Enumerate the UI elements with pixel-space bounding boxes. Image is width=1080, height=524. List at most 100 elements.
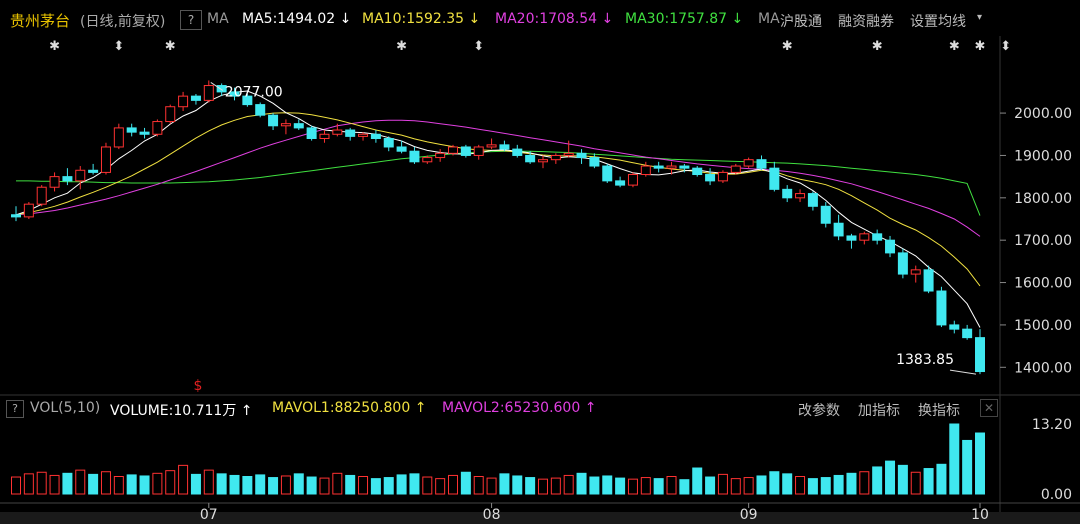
candle-body [666, 165, 677, 169]
candle-body [525, 154, 536, 163]
volume-bar [666, 476, 677, 495]
volume-tick-label: 0.00 [1041, 487, 1072, 503]
volume-bar [75, 469, 86, 495]
low-price-label: 1383.85 [896, 352, 954, 368]
candle-body [486, 144, 497, 148]
ma5-value: MA5:1494.02 ↓ [242, 11, 352, 27]
candle-body [409, 150, 420, 163]
volume-bar [486, 477, 497, 495]
volume-bar [602, 475, 613, 495]
candle-body [229, 91, 240, 97]
volume-bar [409, 473, 420, 495]
volume-bar [640, 477, 651, 495]
volume-bar [178, 464, 189, 495]
event-dollar-marker: $ [194, 378, 203, 394]
low-pointer [949, 369, 977, 375]
volume-bar [383, 477, 394, 495]
candle-body [345, 129, 356, 137]
volume-bar [512, 475, 523, 495]
volume-bar [910, 471, 921, 495]
candle-body [602, 165, 613, 182]
candle-body [782, 188, 793, 199]
volume-bar [769, 471, 780, 495]
candle-body [216, 85, 227, 93]
volume-bar [49, 474, 60, 495]
volume-bar [717, 473, 728, 495]
ma30-value: MA30:1757.87 ↓ [625, 11, 744, 27]
volume-indicator-label[interactable]: VOL(5,10) [30, 400, 101, 416]
x-tick-label: 08 [483, 507, 501, 523]
volume-bar [743, 477, 754, 495]
candle-body [139, 131, 150, 135]
margin-trading-button[interactable]: 融资融券 [838, 14, 894, 30]
volume-bar [126, 474, 137, 495]
candle-body [293, 123, 304, 129]
chevron-down-icon[interactable]: ▾ [977, 12, 983, 23]
volume-bar [820, 477, 831, 495]
volume-bar [576, 472, 587, 495]
volume-bar [332, 472, 343, 495]
volume-bar [872, 466, 883, 495]
ma10-value: MA10:1592.35 ↓ [362, 11, 481, 27]
price-tick-label: 1500.00 [1014, 318, 1072, 334]
candle-body [435, 152, 446, 159]
event-marker: ⬍ [1000, 39, 1011, 54]
volume-bar [152, 472, 163, 495]
ma20-value: MA20:1708.54 ↓ [495, 11, 614, 27]
hgt-button[interactable]: 沪股通 [780, 14, 822, 30]
candle-body [448, 146, 459, 154]
candle-body [820, 205, 831, 224]
switch-indicator-button[interactable]: 换指标 [918, 403, 960, 419]
event-marker: ✱ [872, 39, 883, 54]
volume-bar [846, 472, 857, 495]
candle-body [473, 146, 484, 156]
candle-body [769, 167, 780, 190]
candle-body [126, 127, 137, 133]
volume-bar [36, 471, 47, 495]
candle-body [49, 176, 60, 188]
volume-bar [756, 475, 767, 495]
x-tick-label: 09 [740, 507, 758, 523]
event-marker: ✱ [49, 39, 60, 54]
volume-help-button[interactable]: ? [6, 400, 24, 418]
candle-body [807, 193, 818, 207]
volume-bar [679, 479, 690, 495]
volume-bar [589, 476, 600, 495]
candle-body [833, 222, 844, 237]
candle-body [615, 180, 626, 186]
event-marker: ✱ [165, 39, 176, 54]
x-tick-label: 10 [971, 507, 989, 523]
candle-body [370, 133, 381, 139]
volume-bar [268, 477, 279, 495]
candle-body [422, 157, 433, 163]
volume-bar [460, 471, 471, 495]
candle-body [563, 152, 574, 156]
volume-bar [885, 460, 896, 495]
volume-bar [113, 476, 124, 495]
close-icon[interactable]: ✕ [980, 399, 998, 417]
candle-body [11, 214, 21, 218]
event-marker: ⬍ [473, 39, 484, 54]
candle-body [242, 95, 253, 106]
stock-name[interactable]: 贵州茅台 [10, 12, 71, 30]
period-label[interactable]: (日线,前复权) [80, 14, 166, 30]
candle-body [692, 167, 703, 176]
price-tick-label: 1600.00 [1014, 276, 1072, 292]
help-button[interactable]: ? [180, 10, 202, 30]
volume-bar [11, 476, 21, 495]
candle-body [113, 127, 124, 148]
add-indicator-button[interactable]: 加指标 [858, 403, 900, 419]
change-params-button[interactable]: 改参数 [798, 403, 840, 419]
candle-body [872, 233, 883, 241]
candle-body [62, 176, 73, 182]
volume-bar [936, 463, 947, 495]
volume-bar [190, 473, 201, 495]
candle-body [358, 133, 369, 137]
volume-bar [730, 478, 741, 495]
volume-bar [422, 476, 433, 495]
volume-bar [280, 475, 291, 495]
set-ma-button[interactable]: 设置均线 [910, 14, 966, 30]
ma30-line [16, 150, 981, 216]
volume-bar [62, 472, 73, 495]
